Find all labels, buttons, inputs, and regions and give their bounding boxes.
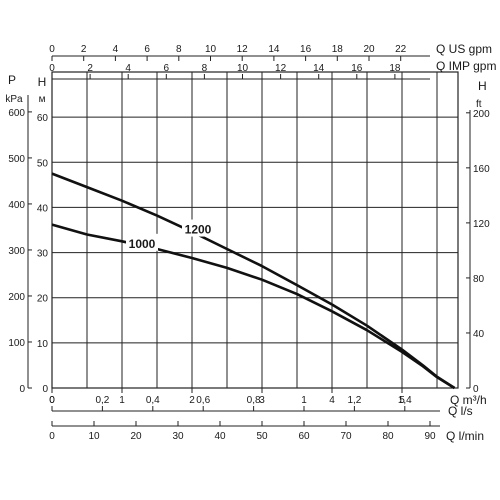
us-gpm-tick-label: 20 xyxy=(363,44,375,55)
plot-border xyxy=(51,71,459,389)
p-kpa-tick-label: 200 xyxy=(8,292,25,303)
lmin-tick-label: 30 xyxy=(172,431,184,442)
imp-gpm-tick-label: 16 xyxy=(351,63,363,74)
us-gpm-tick-label: 16 xyxy=(300,44,312,55)
plot-frame xyxy=(51,71,459,389)
curve-1000 xyxy=(51,223,456,390)
us-gpm-tick-label: 8 xyxy=(176,44,182,55)
ls-tick-label: 1,4 xyxy=(398,395,412,406)
h-ft-tick-label: 0 xyxy=(473,384,479,395)
imp-gpm-axis-label: Q IMP gpm xyxy=(436,59,496,73)
curve-label-1200: 1200 xyxy=(185,223,212,237)
imp-gpm-tick-label: 10 xyxy=(237,63,249,74)
h-ft-tick-label: 40 xyxy=(473,329,485,340)
imp-gpm-tick-label: 18 xyxy=(389,63,401,74)
ls-tick-label: 0,2 xyxy=(95,395,109,406)
us-gpm-tick-label: 4 xyxy=(113,44,119,55)
h-m-axis-label-top: H xyxy=(38,75,47,89)
lmin-tick-label: 60 xyxy=(298,431,310,442)
p-kpa-tick-label: 100 xyxy=(8,338,25,349)
us-gpm-tick-label: 18 xyxy=(332,44,344,55)
lmin-tick-label: 90 xyxy=(424,431,436,442)
us-gpm-tick-label: 0 xyxy=(49,44,55,55)
curves: 1200 1000 xyxy=(51,172,456,390)
p-kpa-axis-label-bottom: kPa xyxy=(5,94,23,105)
h-m-tick-label: 10 xyxy=(37,339,49,350)
ls-tick-label: 1 xyxy=(301,395,307,406)
m3h-tick-label: 3 xyxy=(259,395,265,406)
us-gpm-axis-label: Q US gpm xyxy=(436,42,492,56)
imp-gpm-tick-label: 6 xyxy=(164,63,170,74)
p-kpa-tick-label: 500 xyxy=(8,154,25,165)
h-ft-tick-label: 200 xyxy=(473,109,490,120)
ls-tick-label: 0,4 xyxy=(146,395,160,406)
m3h-tick-label: 2 xyxy=(189,395,195,406)
lmin-tick-label: 80 xyxy=(382,431,394,442)
m3h-tick-label: 5 xyxy=(399,395,405,406)
h-ft-tick-label: 80 xyxy=(473,274,485,285)
h-ft-tick-label: 160 xyxy=(473,164,490,175)
h-m-tick-label: 30 xyxy=(37,249,49,260)
us-gpm-tick-label: 14 xyxy=(268,44,280,55)
p-kpa-axis-label-top: P xyxy=(8,73,16,87)
ls-tick-label: 0,6 xyxy=(196,395,210,406)
imp-gpm-tick-label: 2 xyxy=(87,63,93,74)
lmin-tick-label: 10 xyxy=(88,431,100,442)
lmin-axis-label: Q l/min xyxy=(446,429,484,443)
h-m-tick-label: 50 xyxy=(37,158,49,169)
h-ft-axis-label-bottom: ft xyxy=(476,99,482,110)
top-axes: 0 2 4 6 8 10 12 14 16 18 20 220 2 4 6 8 10 12 14 16 18Q US g… xyxy=(49,42,496,80)
lmin-tick-label: 40 xyxy=(214,431,226,442)
imp-gpm-tick-label: 4 xyxy=(125,63,131,74)
lmin-tick-label: 70 xyxy=(340,431,352,442)
ls-axis-label: Q l/s xyxy=(448,404,473,418)
m3h-tick-label: 0 xyxy=(49,395,55,406)
ls-tick-label: 0,8 xyxy=(247,395,261,406)
plot-grid xyxy=(52,72,458,388)
m3h-axis-label: Q m³/h xyxy=(450,393,487,407)
curve-label-1000: 1000 xyxy=(129,237,156,251)
lmin-tick-label: 20 xyxy=(130,431,142,442)
h-m-tick-label: 20 xyxy=(37,294,49,305)
h-m-axis-label-bottom: м xyxy=(39,94,46,105)
m3h-tick-label: 4 xyxy=(329,395,335,406)
p-kpa-tick-label: 600 xyxy=(8,108,25,119)
h-ft-axis-label-top: H xyxy=(478,79,487,93)
imp-gpm-tick-label: 14 xyxy=(313,63,325,74)
curve-label-bg-1200 xyxy=(182,219,214,237)
h-ft-tick-label: 120 xyxy=(473,219,490,230)
us-gpm-tick-label: 12 xyxy=(237,44,249,55)
us-gpm-tick-label: 10 xyxy=(205,44,217,55)
imp-gpm-tick-label: 0 xyxy=(49,63,55,74)
ls-tick-label: 1,2 xyxy=(347,395,361,406)
right-axis: 0 40 80 120 160 200 Hft xyxy=(466,79,490,395)
p-kpa-tick-label: 300 xyxy=(8,246,25,257)
h-m-tick-label: 60 xyxy=(37,113,49,124)
m3h-tick-label: 1 xyxy=(119,395,125,406)
h-m-tick-label: 0 xyxy=(42,384,48,395)
us-gpm-tick-label: 2 xyxy=(81,44,87,55)
curve-1200 xyxy=(51,172,456,390)
h-m-tick-label: 40 xyxy=(37,203,49,214)
ls-tick-label: 0 xyxy=(49,395,55,406)
imp-gpm-tick-label: 12 xyxy=(275,63,287,74)
us-gpm-tick-label: 22 xyxy=(395,44,407,55)
lmin-tick-label: 0 xyxy=(49,431,55,442)
us-gpm-tick-label: 6 xyxy=(144,44,150,55)
p-kpa-tick-label: 400 xyxy=(8,200,25,211)
lmin-tick-label: 50 xyxy=(256,431,268,442)
curve-label-bg-1000 xyxy=(126,233,158,251)
imp-gpm-tick-label: 8 xyxy=(202,63,208,74)
p-kpa-tick-label: 0 xyxy=(19,384,25,395)
